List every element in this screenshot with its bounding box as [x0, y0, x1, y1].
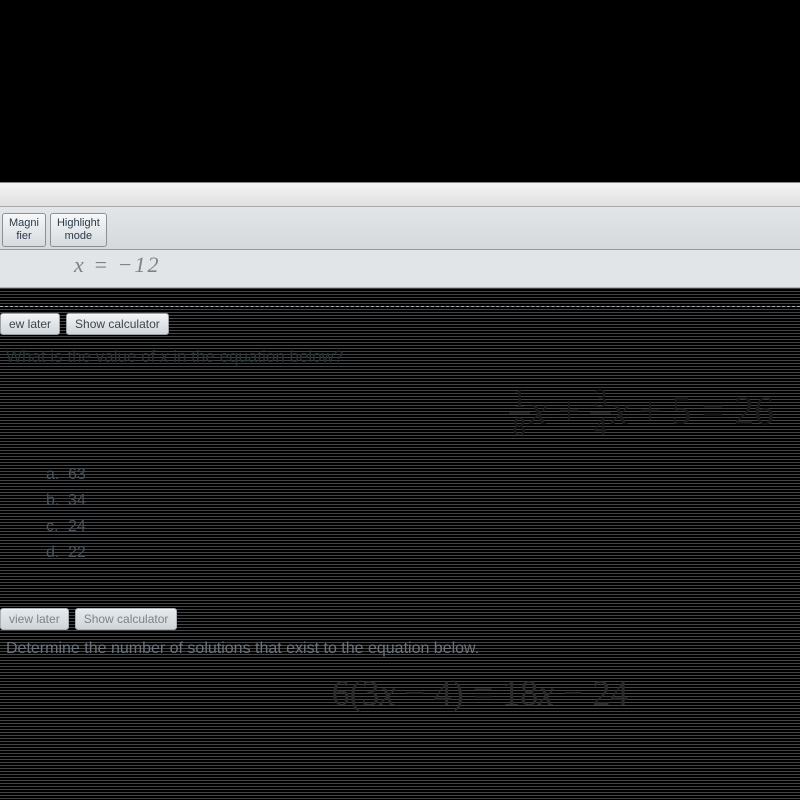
eq2-lhs-var: x	[380, 673, 396, 713]
review-later-button-2[interactable]: view later	[0, 608, 69, 630]
eq2-lhs-pre: 6(3	[332, 673, 380, 713]
question2-equation: 6(3x − 4) = 18x − 24	[0, 672, 800, 714]
previous-equation-fragment: x = −12	[74, 252, 160, 278]
question2-action-row: view later Show calculator	[0, 602, 800, 634]
browser-urlbar-strip	[0, 183, 800, 207]
highlight-label-line2: mode	[57, 230, 100, 243]
answer-b-label: b.	[46, 492, 68, 510]
eq-plus2: +	[629, 388, 672, 433]
eq2-rhs-var: x	[538, 673, 554, 713]
black-letterbox-top	[0, 0, 800, 182]
question1-equation: 1 8 x + 3 4 x + 5 = 26	[6, 387, 792, 442]
question1-prompt: What is the value of x in the equation b…	[6, 347, 792, 367]
prompt-prefix: What is the value of	[6, 347, 160, 366]
answer-option-d[interactable]: d.22	[46, 544, 792, 562]
answer-c-label: c.	[46, 518, 68, 536]
magnifier-label-line2: fier	[9, 230, 39, 243]
eq2-rhs-post: − 24	[554, 673, 628, 713]
quiz-toolbar: Magni fier Highlight mode	[0, 207, 800, 250]
answer-d-value: 22	[68, 544, 86, 561]
answer-a-value: 63	[68, 466, 86, 483]
frac2-numerator: 3	[590, 386, 611, 412]
answer-option-b[interactable]: b.34	[46, 492, 792, 510]
magnifier-button[interactable]: Magni fier	[2, 213, 46, 247]
answer-b-value: 34	[68, 492, 86, 509]
answer-a-label: a.	[46, 466, 68, 484]
fraction-1-8: 1 8	[509, 386, 530, 440]
eq2-lhs-post: − 4) = 18	[396, 673, 539, 713]
answer-option-c[interactable]: c.24	[46, 518, 792, 536]
question2-prompt: Determine the number of solutions that e…	[6, 640, 800, 658]
eq-rhs: 26	[734, 388, 774, 433]
highlight-label-line1: Highlight	[57, 217, 100, 229]
eq-var2: x	[611, 388, 629, 433]
fraction-3-4: 3 4	[590, 386, 611, 440]
question2-block: view later Show calculator Determine the…	[0, 600, 800, 714]
frac1-denominator: 8	[509, 412, 530, 440]
quiz-content-area: Magni fier Highlight mode x = −12 ew lat…	[0, 182, 800, 800]
frac1-numerator: 1	[509, 386, 530, 412]
review-later-button[interactable]: ew later	[0, 313, 60, 335]
eq-plus1: +	[548, 388, 591, 433]
answer-c-value: 24	[68, 518, 86, 535]
frac2-denominator: 4	[590, 412, 611, 440]
answer-d-label: d.	[46, 544, 68, 562]
highlight-mode-button[interactable]: Highlight mode	[50, 213, 107, 247]
question1: What is the value of x in the equation b…	[0, 339, 800, 562]
prompt-variable: x	[160, 347, 169, 366]
magnifier-label-line1: Magni	[9, 217, 39, 229]
question1-action-row: ew later Show calculator	[0, 307, 800, 339]
eq-var1: x	[530, 388, 548, 433]
show-calculator-button-2[interactable]: Show calculator	[75, 608, 178, 630]
eq-equals: =	[691, 388, 734, 433]
question1-answers: a.63 b.34 c.24 d.22	[6, 466, 792, 562]
answer-option-a[interactable]: a.63	[46, 466, 792, 484]
previous-question-strip: x = −12	[0, 250, 800, 288]
show-calculator-button[interactable]: Show calculator	[66, 313, 169, 335]
prompt-suffix: in the equation below?	[169, 347, 344, 366]
eq-const: 5	[671, 388, 691, 433]
